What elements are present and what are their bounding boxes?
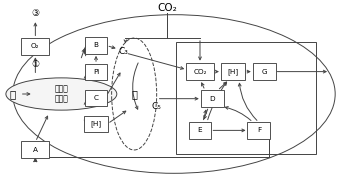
Text: F: F — [257, 127, 261, 133]
Text: ①: ① — [31, 60, 39, 69]
Text: B: B — [94, 42, 98, 49]
Text: G: G — [261, 69, 267, 75]
Text: CO₂: CO₂ — [193, 69, 207, 75]
FancyBboxPatch shape — [221, 63, 245, 80]
Text: E: E — [198, 127, 202, 133]
Text: C₃: C₃ — [119, 47, 129, 56]
FancyBboxPatch shape — [253, 63, 276, 80]
Text: [H]: [H] — [227, 68, 238, 75]
Text: C: C — [94, 95, 98, 101]
Text: 光: 光 — [10, 89, 16, 99]
FancyBboxPatch shape — [201, 90, 223, 107]
Text: [H]: [H] — [90, 121, 102, 127]
Ellipse shape — [6, 78, 117, 110]
FancyBboxPatch shape — [84, 116, 108, 132]
Bar — [176, 42, 316, 154]
Text: O₂: O₂ — [31, 43, 40, 49]
Text: Pi: Pi — [93, 69, 99, 75]
FancyBboxPatch shape — [85, 90, 108, 106]
FancyBboxPatch shape — [186, 63, 214, 80]
FancyBboxPatch shape — [247, 122, 270, 139]
Text: A: A — [33, 147, 38, 153]
FancyBboxPatch shape — [85, 37, 108, 54]
Text: ③: ③ — [31, 9, 39, 18]
Text: D: D — [209, 96, 215, 102]
FancyBboxPatch shape — [21, 142, 49, 158]
Text: 叶绵体
中色素: 叶绵体 中色素 — [54, 84, 68, 104]
FancyBboxPatch shape — [189, 122, 212, 139]
Text: C₅: C₅ — [152, 102, 161, 111]
FancyBboxPatch shape — [21, 38, 49, 55]
Text: 酶: 酶 — [131, 89, 137, 99]
Text: CO₂: CO₂ — [157, 3, 177, 13]
FancyBboxPatch shape — [85, 64, 108, 80]
